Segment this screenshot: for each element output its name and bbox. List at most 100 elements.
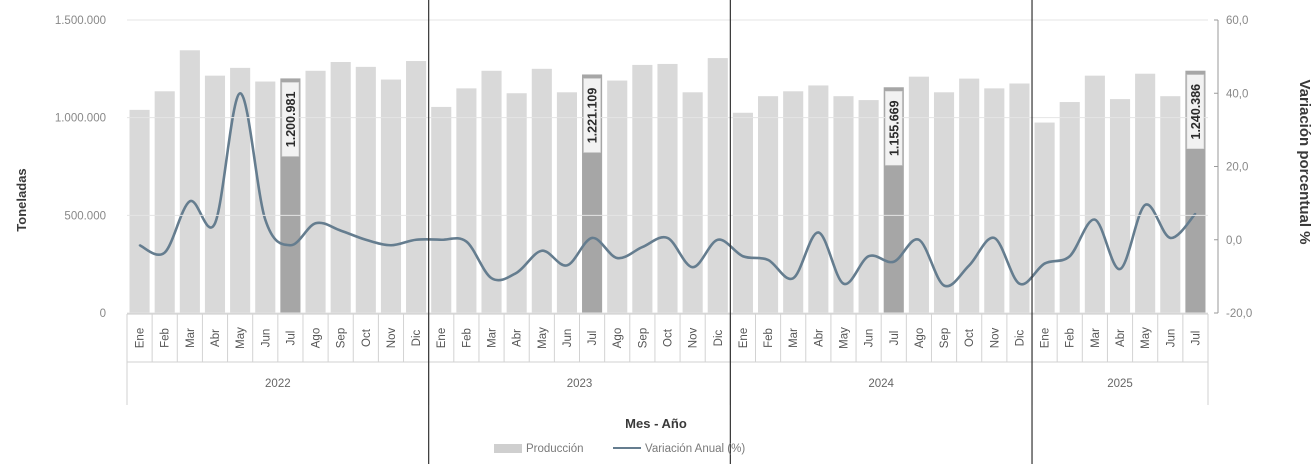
variation-point: [314, 222, 317, 225]
bar: [707, 58, 728, 314]
variation-point: [364, 238, 367, 241]
x-tick-label: May: [1140, 327, 1152, 349]
bar: [984, 88, 1005, 313]
legend: Producción Variación Anual (%): [494, 443, 745, 455]
data-label-box: [1186, 74, 1205, 150]
variation-point: [742, 255, 744, 258]
data-label: 1.200.981: [284, 92, 298, 148]
x-tick-label: Abr: [210, 329, 222, 347]
x-tick-label: Nov: [386, 328, 398, 349]
bar: [556, 92, 577, 313]
x-tick-label: Ago: [311, 328, 323, 348]
variation-point: [666, 237, 669, 239]
x-tick-label: Jul: [1190, 331, 1202, 346]
bar: [154, 91, 175, 314]
x-tick-label: Ene: [1040, 328, 1052, 348]
data-labels-layer: 1.200.981 1.221.109 1.155.669 1.240.386: [281, 74, 1205, 166]
x-tick-label: Abr: [813, 329, 825, 347]
x-tick-label: Nov: [989, 328, 1001, 349]
x-tick-label: Jun: [260, 329, 272, 348]
variation-point: [1068, 255, 1071, 258]
y-tick-label: 1.000.000: [55, 113, 106, 125]
variation-point: [1169, 237, 1172, 239]
x-tick-label: Oct: [361, 328, 373, 347]
bar: [481, 70, 502, 313]
x-tick-label: Dic: [713, 329, 725, 346]
x-tick-label: Oct: [663, 328, 675, 347]
variation-point: [1018, 282, 1021, 285]
x-tick-label: Feb: [1065, 328, 1077, 348]
variation-point: [792, 277, 795, 280]
bar: [1009, 83, 1030, 313]
legend-swatch-bar: [494, 444, 522, 453]
variation-point: [566, 264, 568, 267]
x-tick-label: Ago: [914, 328, 926, 348]
y2-tick-label: 20,0: [1226, 162, 1248, 174]
x-tick-label: Jul: [587, 331, 599, 346]
bar: [908, 76, 929, 313]
variation-point: [968, 264, 971, 267]
bar: [305, 70, 326, 313]
data-label-box: [281, 82, 300, 157]
data-label-box: [583, 78, 601, 153]
x-tick-label: Jun: [562, 329, 574, 348]
bar: [204, 75, 226, 313]
x-tick-label: May: [537, 327, 549, 349]
variation-point: [415, 238, 418, 241]
variation-point: [943, 284, 945, 287]
data-label: 1.240.386: [1189, 84, 1203, 140]
variation-point: [390, 244, 392, 247]
variation-point: [817, 231, 820, 234]
data-label-box: [884, 90, 903, 166]
bar: [1135, 73, 1156, 313]
bar: [431, 106, 452, 313]
bar: [1034, 122, 1055, 313]
y2-tick-label: 40,0: [1226, 88, 1248, 100]
y-tick-label: 1.500.000: [55, 15, 106, 27]
variation-point: [867, 255, 870, 258]
variation-point: [767, 258, 769, 261]
variation-point: [163, 251, 166, 254]
x-tick-label: Mar: [185, 328, 197, 348]
bar: [230, 67, 251, 314]
bar: [406, 61, 427, 313]
variation-point: [239, 92, 242, 95]
y2-axis-title: Variación porcentual %: [1296, 79, 1313, 244]
bar: [858, 100, 879, 313]
bar: [682, 92, 703, 313]
year-label: 2025: [1107, 378, 1133, 390]
x-tick-label: Abr: [1115, 329, 1127, 347]
year-label: 2023: [567, 378, 593, 390]
x-tick-label: Ago: [612, 328, 624, 348]
x-tick-label: Dic: [1014, 329, 1026, 346]
x-tick-label: Mar: [1090, 328, 1102, 348]
bar: [632, 64, 653, 313]
variation-point: [188, 200, 191, 203]
x-tick-label: Jul: [285, 331, 297, 346]
legend-label: Producción: [526, 443, 584, 455]
variation-point: [993, 237, 996, 239]
variation-point: [1043, 262, 1046, 265]
variation-point: [641, 246, 644, 248]
bar: [531, 68, 552, 313]
x-tick-label: Ene: [738, 328, 750, 348]
variation-point: [490, 277, 493, 280]
bar: [1160, 96, 1181, 314]
x-tick-label: Jun: [1165, 329, 1177, 348]
variation-point: [339, 229, 342, 232]
bar: [732, 112, 753, 314]
x-tick-label: Feb: [763, 328, 775, 348]
x-tick-label: Feb: [160, 328, 172, 348]
variation-point: [691, 266, 694, 269]
x-tick-label: Jul: [889, 331, 901, 346]
variation-point: [1119, 268, 1121, 270]
bar: [355, 66, 376, 313]
bar: [657, 63, 678, 314]
x-tick-label: Nov: [688, 328, 700, 349]
x-tick-label: Feb: [461, 328, 473, 348]
variation-point: [289, 244, 292, 247]
y2-tick-label: 0,0: [1226, 235, 1242, 247]
x-tick-label: Oct: [964, 328, 976, 347]
